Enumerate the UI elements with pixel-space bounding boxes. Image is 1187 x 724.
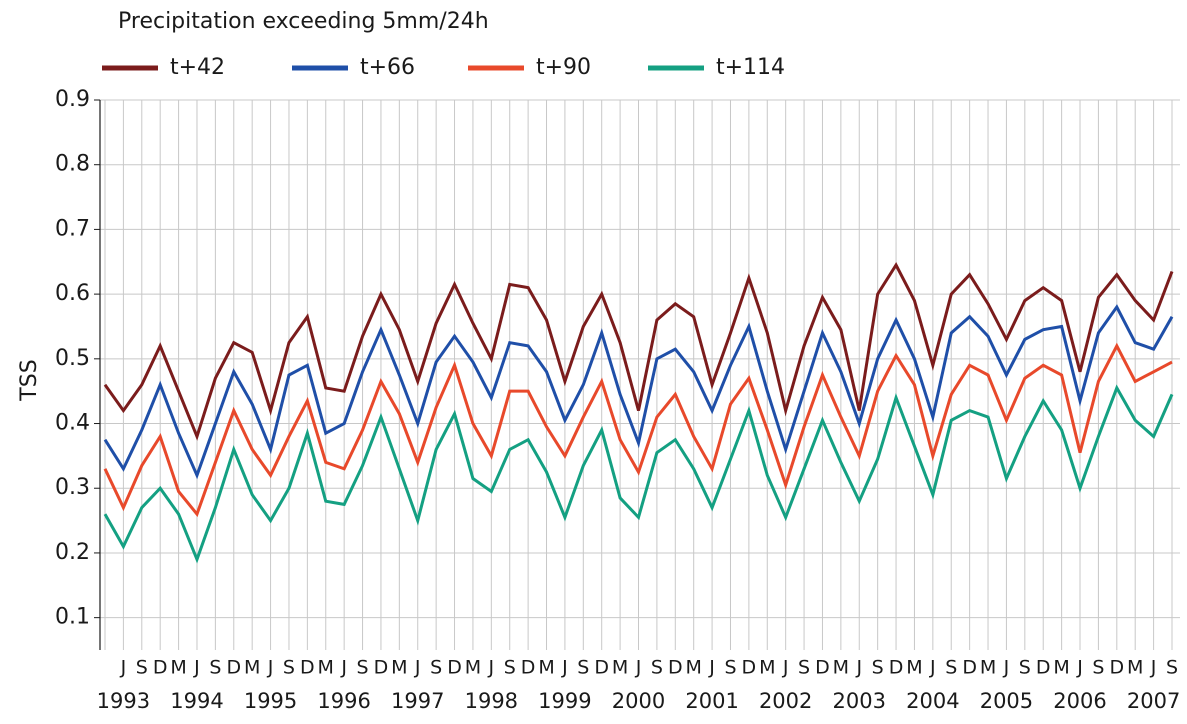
- x-tick-label: M: [906, 657, 922, 679]
- x-tick-label: S: [1092, 657, 1104, 679]
- x-tick-label: M: [318, 657, 334, 679]
- x-tick-label: M: [1127, 657, 1143, 679]
- y-tick-label: 0.2: [55, 540, 90, 565]
- year-label: 1997: [391, 689, 444, 713]
- x-tick-label: J: [488, 657, 495, 679]
- y-tick-label: 0.1: [55, 605, 90, 630]
- x-tick-label: S: [651, 657, 663, 679]
- year-label: 1996: [317, 689, 370, 713]
- x-tick-label: J: [1003, 657, 1010, 679]
- x-tick-label: S: [136, 657, 148, 679]
- y-tick-label: 0.6: [55, 281, 90, 306]
- x-tick-label: D: [521, 657, 536, 679]
- y-tick-label: 0.3: [55, 475, 90, 500]
- year-label: 2005: [980, 689, 1033, 713]
- x-tick-label: S: [504, 657, 516, 679]
- x-tick-label: M: [685, 657, 701, 679]
- x-tick-label: D: [374, 657, 389, 679]
- year-label: 2007: [1127, 689, 1180, 713]
- x-tick-label: J: [635, 657, 642, 679]
- x-tick-label: S: [724, 657, 736, 679]
- x-tick-label: S: [798, 657, 810, 679]
- legend-label: t+42: [170, 55, 225, 80]
- x-tick-label: S: [1166, 657, 1178, 679]
- series-line: [103, 304, 1174, 480]
- legend-label: t+66: [360, 55, 415, 80]
- series-line: [103, 261, 1174, 441]
- x-tick-label: D: [742, 657, 757, 679]
- y-tick-label: 0.5: [55, 346, 90, 371]
- x-tick-label: J: [267, 657, 274, 679]
- x-tick-label: M: [538, 657, 554, 679]
- y-tick-label: 0.4: [55, 411, 90, 436]
- x-tick-label: J: [340, 657, 347, 679]
- series-line: [103, 384, 1174, 564]
- x-tick-label: S: [872, 657, 884, 679]
- chart-title: Precipitation exceeding 5mm/24h: [118, 9, 489, 34]
- x-tick-label: S: [1019, 657, 1031, 679]
- x-tick-label: S: [430, 657, 442, 679]
- year-label: 1993: [97, 689, 150, 713]
- x-tick-label: S: [357, 657, 369, 679]
- x-tick-label: D: [1036, 657, 1051, 679]
- x-tick-label: J: [1076, 657, 1083, 679]
- y-tick-label: 0.7: [55, 216, 90, 241]
- year-label: 1999: [538, 689, 591, 713]
- x-tick-label: M: [244, 657, 260, 679]
- x-tick-label: M: [980, 657, 996, 679]
- x-tick-label: J: [782, 657, 789, 679]
- x-tick-label: M: [170, 657, 186, 679]
- x-tick-label: J: [708, 657, 715, 679]
- x-tick-label: M: [1053, 657, 1069, 679]
- x-tick-label: S: [209, 657, 221, 679]
- x-tick-label: J: [414, 657, 421, 679]
- year-label: 2000: [612, 689, 665, 713]
- x-tick-label: D: [668, 657, 683, 679]
- year-label: 2006: [1053, 689, 1106, 713]
- x-tick-label: D: [447, 657, 462, 679]
- x-tick-label: D: [153, 657, 168, 679]
- y-tick-label: 0.8: [55, 152, 90, 177]
- x-tick-label: D: [815, 657, 830, 679]
- series-line: [103, 342, 1173, 518]
- y-axis-label: TSS: [17, 359, 42, 401]
- year-label: 1995: [244, 689, 297, 713]
- x-tick-label: D: [300, 657, 315, 679]
- year-label: 2002: [759, 689, 812, 713]
- x-tick-label: D: [889, 657, 904, 679]
- x-tick-label: J: [1150, 657, 1157, 679]
- x-tick-label: S: [577, 657, 589, 679]
- x-tick-label: M: [759, 657, 775, 679]
- legend-label: t+114: [716, 55, 785, 80]
- year-label: 1994: [170, 689, 223, 713]
- legend-label: t+90: [536, 55, 591, 80]
- x-tick-label: S: [945, 657, 957, 679]
- x-tick-label: J: [120, 657, 127, 679]
- x-tick-label: J: [929, 657, 936, 679]
- x-tick-label: J: [855, 657, 862, 679]
- year-label: 2003: [833, 689, 886, 713]
- x-tick-label: M: [833, 657, 849, 679]
- x-tick-label: M: [612, 657, 628, 679]
- x-tick-label: S: [283, 657, 295, 679]
- x-tick-label: D: [962, 657, 977, 679]
- x-tick-label: M: [391, 657, 407, 679]
- x-tick-label: D: [594, 657, 609, 679]
- x-tick-label: D: [226, 657, 241, 679]
- year-label: 2001: [685, 689, 738, 713]
- year-label: 1998: [465, 689, 518, 713]
- x-tick-label: J: [193, 657, 200, 679]
- x-tick-label: D: [1109, 657, 1124, 679]
- year-label: 2004: [906, 689, 959, 713]
- x-tick-label: M: [465, 657, 481, 679]
- x-tick-label: J: [561, 657, 568, 679]
- y-tick-label: 0.9: [55, 87, 90, 112]
